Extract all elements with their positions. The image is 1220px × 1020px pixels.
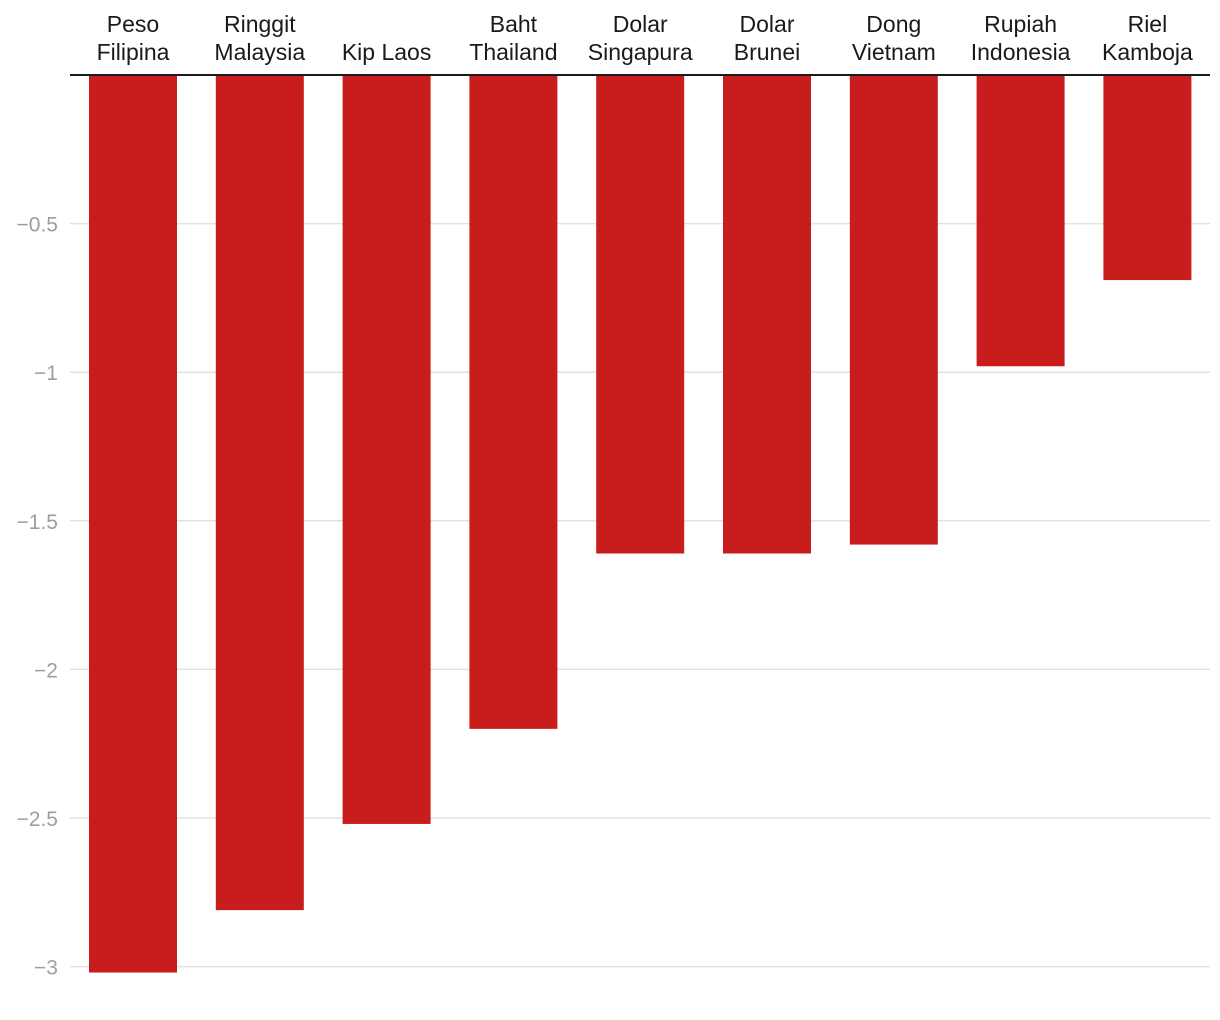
- category-label: Kip Laos: [342, 39, 432, 65]
- category-label: Dolar Brunei: [734, 11, 800, 65]
- category-label: Riel Kamboja: [1102, 11, 1193, 65]
- bar: [215, 75, 304, 911]
- bar: [596, 75, 685, 554]
- y-tick-label: −3: [34, 957, 58, 980]
- bar: [89, 75, 177, 973]
- category-label: Rupiah Indonesia: [971, 11, 1071, 65]
- y-axis-ticks: −0.5 −1 −1.5 −2 −2.5 −3: [17, 214, 58, 980]
- bar: [1103, 75, 1192, 281]
- y-tick-label: −1: [34, 362, 58, 385]
- bar: [849, 75, 938, 545]
- y-tick-label: −2.5: [17, 808, 58, 831]
- bar: [342, 75, 431, 824]
- y-tick-label: −1.5: [17, 511, 58, 534]
- category-label: Peso Filipina: [97, 11, 170, 65]
- bar: [976, 75, 1065, 367]
- bar: [469, 75, 558, 729]
- category-label: Dong Vietnam: [852, 11, 936, 65]
- bars: [89, 75, 1192, 973]
- category-label: Ringgit Malaysia: [214, 11, 305, 65]
- category-label: Baht Thailand: [469, 11, 557, 65]
- y-tick-label: −0.5: [17, 214, 58, 237]
- category-labels: Peso Filipina Ringgit Malaysia Kip Laos Baht T…: [97, 11, 1193, 65]
- y-tick-label: −2: [34, 659, 58, 682]
- bar: [723, 75, 811, 554]
- category-label: Dolar Singapura: [588, 11, 693, 65]
